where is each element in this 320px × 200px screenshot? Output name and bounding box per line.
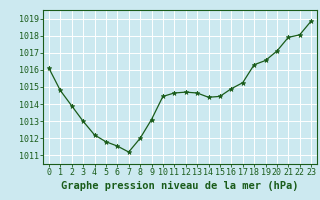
X-axis label: Graphe pression niveau de la mer (hPa): Graphe pression niveau de la mer (hPa): [61, 181, 299, 191]
